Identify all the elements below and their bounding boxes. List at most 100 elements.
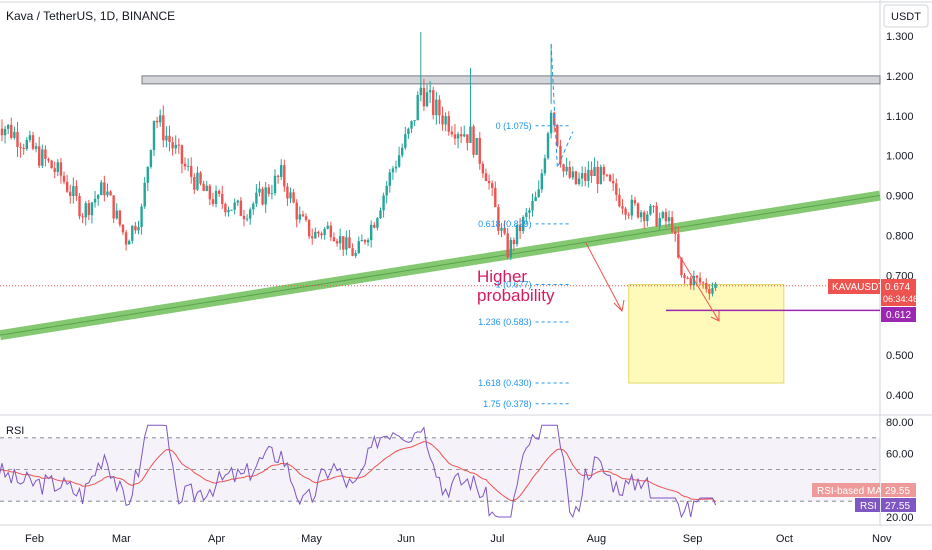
candle-body [351,248,354,256]
candle-body [435,99,438,116]
symbol-label: KAVAUSDT [832,282,884,293]
candle-body [357,241,360,254]
candle-body [267,187,270,194]
candle-body [587,169,590,181]
rsi-panel-label: RSI [6,425,24,437]
currency-button[interactable]: USDT [883,4,929,28]
candle-body [590,169,593,176]
candle-body [661,212,665,218]
candle-body [258,188,261,193]
candle-body [680,257,683,276]
candle-body [602,167,606,175]
y-tick-label: 1.200 [886,71,914,83]
candle-body [708,289,711,294]
candle-body [202,183,205,191]
candle-body [317,231,320,234]
candle-body [695,275,699,278]
candle-body [670,217,674,232]
candle-body [658,217,661,227]
candle-body [373,224,376,228]
candle-body [69,191,72,197]
candle-body [599,167,602,185]
candle-body [509,239,512,258]
candle-body [115,210,118,219]
x-tick-label: Nov [872,533,892,545]
candle-body [537,189,540,197]
candle-body [242,215,246,220]
candle-body [72,186,75,197]
candle-body [416,95,419,121]
arrow-2 [678,254,720,322]
y-tick-label: 1.000 [886,151,914,163]
candle-body [543,158,547,174]
candle-body [93,198,97,203]
candle-body [311,236,314,239]
candle-body [636,203,640,218]
candle-body [162,115,165,141]
candle-body [6,124,10,129]
candle-body [177,144,181,146]
candle-body [214,190,218,204]
candle-body [239,200,243,216]
candle-body [447,116,450,132]
candle-body [100,182,103,196]
candle-body [127,240,131,245]
candle-body [38,146,41,166]
candle-body [78,196,81,217]
candle-body [388,172,391,186]
candle-body [404,134,407,148]
candle-body [106,191,109,196]
candle-body [230,209,233,211]
annotation-line-2: probability [477,286,555,305]
x-tick-label: Jun [397,533,415,545]
candle-body [22,148,25,150]
rsi-badge: RSI 27.55 [855,498,916,512]
candle-body [10,124,13,138]
y-tick-label: 1.300 [886,31,914,43]
candle-body [224,203,227,213]
candle-body [103,182,106,196]
candle-body [562,164,565,172]
candle-body [261,188,264,205]
target-price-badge: 0.612 [881,307,916,322]
candle-body [16,131,19,148]
candle-body [605,174,609,176]
candle-body [342,236,345,250]
candle-body [273,175,277,194]
candle-body [453,134,457,139]
y-tick-label: 0.400 [886,390,914,402]
candle-body [112,195,115,219]
candle-body [307,219,311,237]
candle-body [463,134,466,137]
candle-body [639,212,643,218]
x-tick-label: Feb [25,533,44,545]
candle-body [174,144,177,149]
candle-body [335,241,339,244]
candle-body [326,225,329,229]
candle-body [484,173,488,181]
candle-body [31,135,35,149]
candle-body [490,183,494,188]
candle-body [565,166,568,172]
candle-body [34,146,38,149]
candle-body [217,190,221,194]
candle-body [692,275,696,286]
fib-level-label: 1.75 (0.378) [483,399,532,409]
candle-body [546,133,550,159]
candle-body [140,206,143,228]
candle-body [568,166,571,178]
candle-body [506,233,509,258]
candle-body [438,99,441,116]
candle-body [596,166,599,185]
candle-body [428,90,432,93]
candle-body [134,225,137,231]
candle-body [146,166,149,183]
candle-body [289,192,292,199]
candle-body [283,165,286,187]
rsi-value: 27.55 [885,501,910,512]
candle-body [75,186,78,197]
candle-body [497,207,500,231]
candle-body [180,145,184,164]
candle-body [221,193,224,204]
